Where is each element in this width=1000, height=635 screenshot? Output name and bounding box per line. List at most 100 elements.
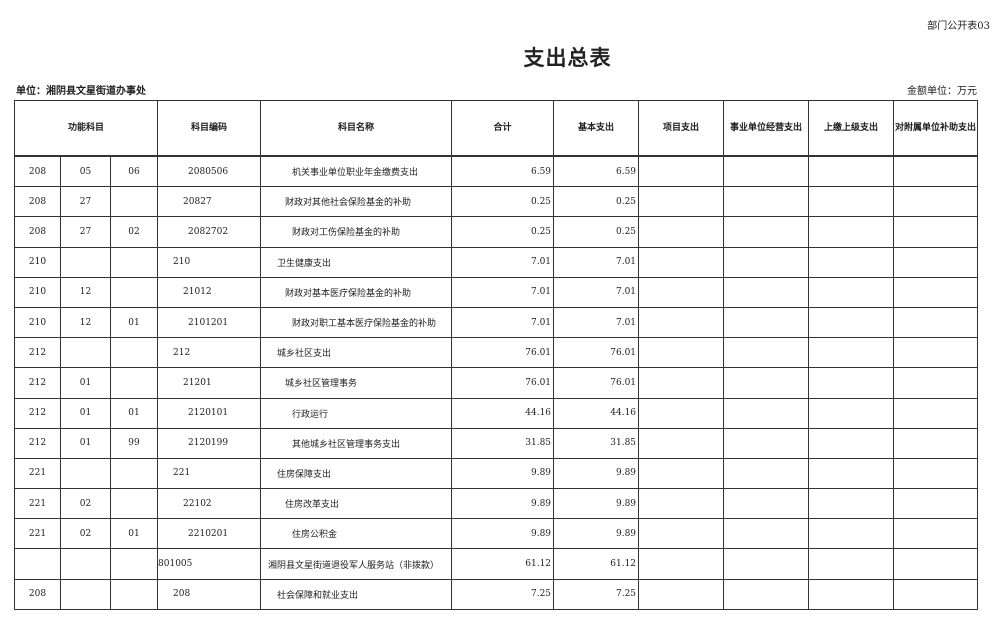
- project-cell: [638, 246, 725, 278]
- basic-cell: 7.01: [553, 306, 640, 339]
- name-cell: 湘阴县文星街道退役军人服务站（非拨款）: [260, 548, 453, 580]
- project-cell: [638, 155, 725, 188]
- table-row: 212 01 01 2120101 行政运行 44.16 44.16: [14, 397, 979, 429]
- total-cell: 44.16: [451, 397, 555, 429]
- page-title: 支出总表: [523, 46, 612, 70]
- total-cell: 7.01: [451, 276, 555, 308]
- item-cell: [60, 457, 111, 490]
- upper-cell: [808, 155, 895, 188]
- item-cell: 02: [60, 488, 111, 520]
- upper-cell: [808, 337, 895, 369]
- name-cell: 城乡社区支出: [260, 337, 453, 369]
- total-cell: 9.89: [451, 457, 555, 490]
- business-cell: [723, 186, 810, 218]
- subsidy-cell: [893, 216, 979, 248]
- section-cell: [109, 457, 159, 490]
- section-cell: [109, 186, 159, 218]
- code-cell: 20827: [157, 186, 262, 218]
- section-cell: 99: [109, 427, 159, 459]
- item-cell: 01: [60, 397, 111, 429]
- table-row: 221 02 22102 住房改革支出 9.89 9.89: [14, 488, 979, 520]
- section-cell: [109, 578, 159, 610]
- class-cell: 212: [14, 367, 61, 399]
- section-cell: [109, 488, 159, 520]
- subsidy-cell: [893, 306, 979, 339]
- project-cell: [638, 457, 725, 490]
- name-cell: 住房公积金: [260, 518, 453, 550]
- item-cell: 12: [60, 306, 111, 339]
- header-function-subject: 功能科目: [13, 100, 159, 157]
- class-cell: 212: [14, 397, 61, 429]
- code-cell: 21201: [157, 367, 262, 399]
- basic-cell: 0.25: [553, 216, 640, 248]
- table-row: 208 05 06 2080506 机关事业单位职业年金缴费支出 6.59 6.59: [14, 155, 979, 188]
- class-cell: 221: [14, 457, 61, 490]
- basic-cell: 9.89: [553, 518, 640, 550]
- subsidy-cell: [893, 276, 979, 308]
- header-upper: 上缴上级支出: [808, 100, 895, 157]
- code-cell: 2082702: [157, 216, 262, 248]
- section-cell: [109, 246, 159, 278]
- table-row: 208 27 02 2082702 财政对工伤保险基金的补助 0.25 0.25: [14, 216, 979, 248]
- total-cell: 61.12: [451, 548, 555, 580]
- name-cell: 财政对工伤保险基金的补助: [260, 216, 453, 248]
- project-cell: [638, 518, 725, 550]
- item-cell: 05: [60, 155, 111, 188]
- code-cell: 801005: [157, 548, 262, 580]
- code-cell: 22102: [157, 488, 262, 520]
- name-cell: 机关事业单位职业年金缴费支出: [260, 155, 453, 188]
- upper-cell: [808, 306, 895, 339]
- subsidy-cell: [893, 427, 979, 459]
- item-cell: [60, 246, 111, 278]
- project-cell: [638, 276, 725, 308]
- business-cell: [723, 397, 810, 429]
- total-cell: 0.25: [451, 186, 555, 218]
- class-cell: 208: [14, 186, 61, 218]
- basic-cell: 7.01: [553, 246, 640, 278]
- project-cell: [638, 186, 725, 218]
- upper-cell: [808, 186, 895, 218]
- header-business: 事业单位经营支出: [723, 100, 810, 157]
- header-subsidy: 对附属单位补助支出: [893, 100, 979, 157]
- total-cell: 9.89: [451, 488, 555, 520]
- header-row: 功能科目 科目编码 科目名称 合计 基本支出 项目支出 事业单位经营支出 上缴上…: [13, 100, 979, 157]
- upper-cell: [808, 216, 895, 248]
- header-subject-name: 科目名称: [260, 100, 453, 157]
- basic-cell: 44.16: [553, 397, 640, 429]
- class-cell: 208: [14, 578, 61, 610]
- subsidy-cell: [893, 337, 979, 369]
- code-cell: 210: [157, 246, 262, 278]
- upper-cell: [808, 488, 895, 520]
- class-cell: 210: [14, 246, 61, 278]
- header-total: 合计: [451, 100, 555, 157]
- upper-cell: [808, 367, 895, 399]
- upper-cell: [808, 276, 895, 308]
- code-cell: 221: [157, 457, 262, 490]
- name-cell: 卫生健康支出: [260, 246, 453, 278]
- name-cell: 财政对基本医疗保险基金的补助: [260, 276, 453, 308]
- table-row: 210 12 21012 财政对基本医疗保险基金的补助 7.01 7.01: [14, 276, 979, 308]
- table-row: 210 210 卫生健康支出 7.01 7.01: [14, 246, 979, 278]
- subsidy-cell: [893, 186, 979, 218]
- name-cell: 城乡社区管理事务: [260, 367, 453, 399]
- business-cell: [723, 246, 810, 278]
- table-row: 212 01 21201 城乡社区管理事务 76.01 76.01: [14, 367, 979, 399]
- project-cell: [638, 397, 725, 429]
- item-cell: [60, 548, 111, 580]
- basic-cell: 61.12: [553, 548, 640, 580]
- section-cell: 01: [109, 397, 159, 429]
- section-cell: 06: [109, 155, 159, 188]
- total-cell: 9.89: [451, 518, 555, 550]
- total-cell: 7.01: [451, 306, 555, 339]
- subsidy-cell: [893, 367, 979, 399]
- section-cell: [109, 276, 159, 308]
- project-cell: [638, 216, 725, 248]
- basic-cell: 7.25: [553, 578, 640, 610]
- subsidy-cell: [893, 518, 979, 550]
- class-cell: 210: [14, 276, 61, 308]
- business-cell: [723, 306, 810, 339]
- name-cell: 住房保障支出: [260, 457, 453, 490]
- table-row: 208 208 社会保障和就业支出 7.25 7.25: [14, 578, 979, 610]
- basic-cell: 31.85: [553, 427, 640, 459]
- basic-cell: 9.89: [553, 457, 640, 490]
